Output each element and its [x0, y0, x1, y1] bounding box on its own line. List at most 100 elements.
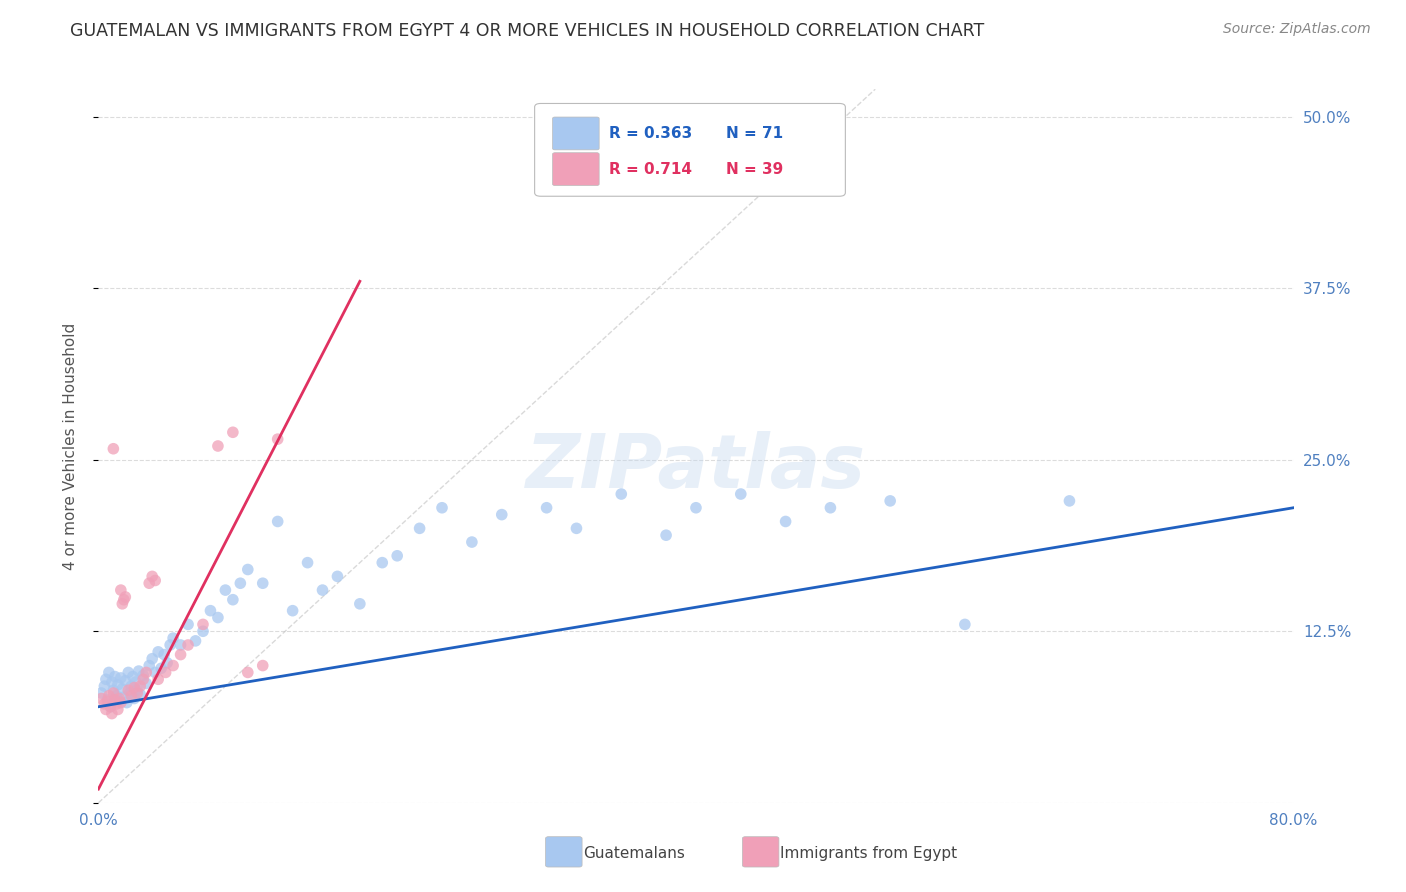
Point — [148, 673, 170, 687]
Point — [117, 683, 139, 698]
Point — [267, 515, 290, 529]
Point — [1059, 494, 1081, 508]
Point — [97, 665, 120, 680]
Point — [461, 535, 484, 549]
Point — [104, 669, 127, 683]
Point — [169, 638, 191, 652]
Point — [128, 664, 150, 678]
Point — [111, 681, 134, 696]
Point — [110, 696, 132, 710]
Point — [143, 665, 166, 680]
Point — [730, 487, 752, 501]
Point — [103, 683, 125, 698]
Point — [101, 675, 124, 690]
Point — [100, 699, 122, 714]
FancyBboxPatch shape — [534, 103, 845, 196]
Point — [108, 694, 131, 708]
Point — [114, 673, 136, 688]
Point — [124, 691, 146, 706]
Point — [138, 658, 160, 673]
Point — [120, 679, 142, 693]
Text: Source: ZipAtlas.com: Source: ZipAtlas.com — [1223, 22, 1371, 37]
Point — [141, 569, 163, 583]
Point — [156, 656, 179, 670]
Point — [222, 592, 245, 607]
Point — [536, 500, 558, 515]
Point — [107, 678, 129, 692]
Point — [93, 697, 115, 711]
Point — [94, 673, 117, 687]
Point — [169, 648, 191, 662]
Point — [953, 617, 976, 632]
Point — [385, 549, 409, 563]
Point — [153, 648, 176, 662]
Point — [129, 679, 152, 693]
Point — [117, 665, 139, 680]
Point — [112, 690, 135, 705]
Point — [207, 439, 229, 453]
Point — [236, 665, 259, 680]
Point — [135, 665, 157, 680]
Point — [94, 702, 117, 716]
Point — [101, 706, 124, 721]
Point — [127, 683, 149, 698]
Point — [236, 562, 259, 576]
Point — [132, 673, 155, 687]
Point — [685, 500, 707, 515]
Point — [127, 686, 149, 700]
Point — [110, 671, 132, 685]
Point — [135, 676, 157, 690]
Point — [115, 696, 138, 710]
Point — [207, 610, 229, 624]
Point — [105, 697, 128, 711]
Point — [775, 515, 797, 529]
Point — [90, 691, 112, 706]
Point — [90, 686, 112, 700]
Point — [150, 661, 173, 675]
Point — [430, 500, 453, 515]
Point — [104, 693, 127, 707]
Point — [148, 645, 170, 659]
Point — [491, 508, 513, 522]
Point — [159, 638, 181, 652]
Point — [93, 679, 115, 693]
Point — [349, 597, 371, 611]
Point — [222, 425, 245, 440]
Point — [141, 651, 163, 665]
Point — [191, 617, 214, 632]
Point — [655, 528, 678, 542]
Point — [610, 487, 633, 501]
Text: ZIPatlas: ZIPatlas — [526, 431, 866, 504]
FancyBboxPatch shape — [553, 117, 599, 150]
Point — [326, 569, 349, 583]
Point — [138, 576, 160, 591]
Point — [155, 665, 177, 680]
Point — [97, 689, 120, 703]
Point — [191, 624, 214, 639]
Point — [281, 604, 304, 618]
Point — [177, 617, 200, 632]
Point — [162, 631, 184, 645]
Point — [100, 699, 122, 714]
Point — [371, 556, 394, 570]
Text: Guatemalans: Guatemalans — [583, 847, 685, 861]
Point — [124, 681, 146, 695]
Point — [118, 686, 141, 700]
Point — [252, 576, 274, 591]
Point — [565, 521, 588, 535]
Point — [120, 689, 142, 703]
Point — [121, 669, 143, 683]
Text: R = 0.714: R = 0.714 — [609, 161, 692, 177]
Text: N = 71: N = 71 — [725, 126, 783, 141]
Point — [252, 658, 274, 673]
Text: GUATEMALAN VS IMMIGRANTS FROM EGYPT 4 OR MORE VEHICLES IN HOUSEHOLD CORRELATION : GUATEMALAN VS IMMIGRANTS FROM EGYPT 4 OR… — [70, 22, 984, 40]
Point — [105, 689, 128, 703]
Text: R = 0.363: R = 0.363 — [609, 126, 692, 141]
Point — [820, 500, 842, 515]
Point — [177, 638, 200, 652]
Point — [214, 583, 236, 598]
Point — [103, 442, 125, 456]
Point — [110, 583, 132, 598]
Point — [229, 576, 252, 591]
Point — [125, 675, 148, 690]
